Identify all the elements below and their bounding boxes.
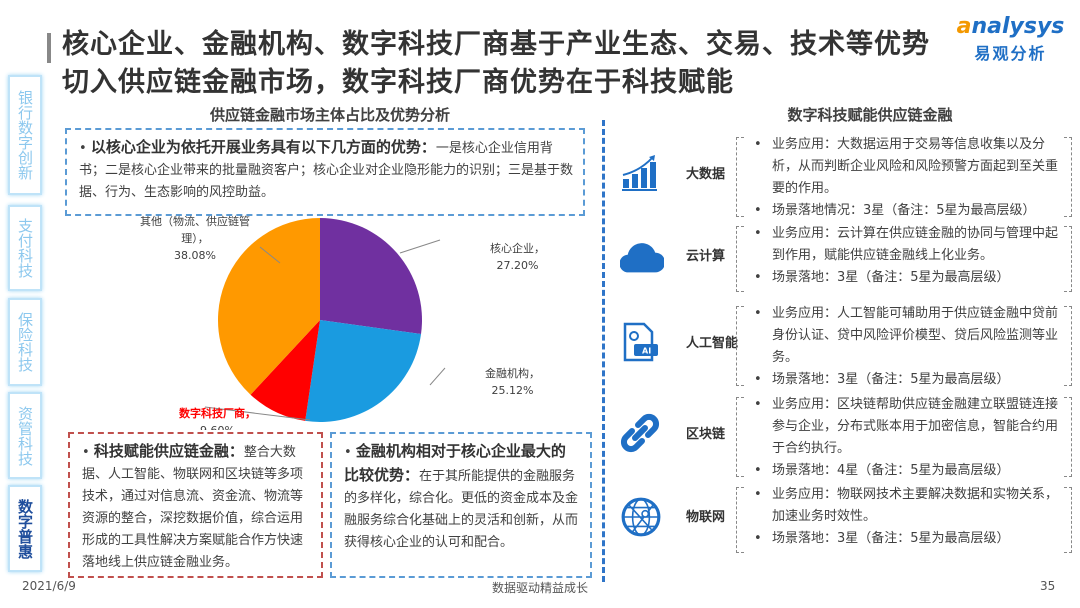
pie-label: 核心企业， 27.20% (470, 240, 565, 274)
section-divider (602, 120, 605, 582)
slice-value: 9.60% (170, 422, 265, 430)
tech-item: 业务应用：区块链帮助供应链金融建立联盟链连接参与企业，分布式账本用于加密信息，智… (750, 394, 1065, 460)
tech-item: 场景落地：3星（备注：5星为最高层级） (750, 528, 1065, 550)
tech-item: 场景落地：4星（备注：5星为最高层级） (750, 460, 1065, 482)
tech-label: 物联网 (686, 510, 726, 525)
bracket-tick (736, 397, 744, 398)
footer-slogan: 数据驱动精益成长 (491, 581, 588, 595)
globe-network-icon (620, 496, 661, 537)
bracket-tick (1064, 476, 1072, 477)
left-section-title: 供应链金融市场主体占比及优势分析 (209, 106, 450, 124)
sidebar-tab-2[interactable]: 保险科技 (8, 298, 42, 386)
tech-label: 大数据 (686, 167, 726, 182)
sidebar-tab-1[interactable]: 支付科技 (8, 205, 42, 291)
slice-name: 核心企业， (490, 242, 545, 255)
tech-item: 场景落地：3星（备注：5星为最高层级） (750, 369, 1065, 391)
bracket-tick (736, 291, 744, 292)
tech-row-1: 云计算 业务应用：云计算在供应链金融的协同与管理中起到作用，赋能供应链金融线上化业… (608, 223, 1078, 292)
bracket-tick (1064, 226, 1072, 227)
slice-name: 数字科技厂商， (179, 407, 256, 420)
tech-item: 场景落地情况：3星（备注：5星为最高层级） (750, 200, 1065, 222)
bracket-tick (1064, 137, 1072, 138)
slice-value: 25.12% (491, 384, 534, 397)
bracket-tick (736, 552, 744, 553)
logo: analysys 易观分析 (948, 14, 1073, 64)
tech-item: 业务应用：物联网技术主要解决数据和实物关系，加速业务时效性。 (750, 484, 1065, 528)
tech-row-0: 大数据 业务应用：大数据运用于交易等信息收集以及分析，从而判断企业风险和风险预警方… (608, 134, 1078, 222)
bar-chart-growth-icon (620, 153, 660, 193)
leader-line (204, 406, 311, 421)
pie-label: 金融机构， 25.12% (465, 365, 560, 399)
bracket-frame (736, 137, 1072, 217)
page-title: 核心企业、金融机构、数字科技厂商基于产业生态、交易、技术等优势切入供应链金融市场… (62, 29, 930, 98)
svg-text:AI: AI (642, 347, 651, 356)
sidebar-tab-0[interactable]: 银行数字创新 (8, 75, 42, 195)
bracket-tick (1064, 552, 1072, 553)
leader-line (429, 367, 446, 386)
core-enterprise-advantage-box: • 以核心企业为依托开展业务具有以下几方面的优势：一是核心企业信用背书；二是核心… (65, 128, 585, 216)
title-accent-bar (47, 33, 51, 63)
bracket-tick (736, 137, 744, 138)
market-share-pie-chart: 核心企业， 27.20% 金融机构， 25.12% 数字科技厂商， 9.60% 其他（物流、… (140, 215, 565, 430)
pie-label: 其他（物流、供应链管理）， 38.08% (140, 215, 250, 264)
financial-institution-advantage-box: • 金融机构相对于核心企业最大的比较优势：在于其所能提供的金融服务的多样化，综合… (330, 432, 592, 578)
pie-slice-2 (250, 320, 320, 421)
bracket-tick (1064, 397, 1072, 398)
footer-date: 2021/6/9 (22, 579, 76, 593)
pie-label: 数字科技厂商， 9.60% (170, 405, 265, 430)
pie-slice-0 (320, 218, 422, 335)
leader-line (399, 239, 441, 254)
bracket-tick (736, 226, 744, 227)
bracket-tick (736, 306, 744, 307)
sidebar-tab-4[interactable]: 数字普惠 (8, 485, 42, 572)
tech-row-3: 区块链 业务应用：区块链帮助供应链金融建立联盟链连接参与企业，分布式账本用于加密信… (608, 394, 1078, 482)
cloud-icon (619, 235, 666, 275)
tech-empowerment-box: • 科技赋能供应链金融：整合大数据、人工智能、物联网和区块链等多项技术，通过对信… (68, 432, 323, 578)
bracket-frame (736, 306, 1072, 386)
pie-slice-1 (305, 320, 422, 422)
chain-link-icon (620, 413, 660, 453)
bracket-tick (1064, 291, 1072, 292)
bracket-frame (736, 487, 1072, 553)
slice-name: 金融机构， (485, 367, 540, 380)
slice-value: 38.08% (174, 249, 216, 262)
tech-item: 业务应用：人工智能可辅助用于供应链金融中贷前身份认证、贷中风险评价模型、贷后风险… (750, 303, 1065, 369)
bracket-frame (736, 226, 1072, 292)
page-number: 35 (1040, 579, 1056, 593)
tech-label: 区块链 (686, 427, 726, 442)
bracket-tick (736, 385, 744, 386)
slice-value: 27.20% (496, 259, 539, 272)
pie-slice-3 (217, 218, 320, 395)
tech-row-2: AI 人工智能业务应用：人工智能可辅助用于供应链金融中贷前身份认证、贷中风险评价模… (608, 303, 1078, 391)
right-section-title: 数字科技赋能供应链金融 (787, 106, 953, 124)
tech-item: 业务应用：大数据运用于交易等信息收集以及分析，从而判断企业风险和风险预警方面起到… (750, 134, 1065, 200)
tech-item: 业务应用：云计算在供应链金融的协同与管理中起到作用，赋能供应链金融线上化业务。 (750, 223, 1065, 267)
ai-document-icon: AI (620, 322, 660, 362)
bracket-tick (1064, 306, 1072, 307)
tech-label: 云计算 (686, 249, 726, 264)
bracket-tick (1064, 216, 1072, 217)
sidebar-tab-3[interactable]: 资管科技 (8, 392, 42, 479)
slice-name: 其他（物流、供应链管理）， (140, 215, 250, 245)
bracket-frame (736, 397, 1072, 477)
logo-brand: analysys (956, 14, 1065, 39)
bracket-tick (736, 476, 744, 477)
tech-row-4: 物联网 业务应用：物联网技术主要解决数据和实物关系，加速业务时效性。场景落地：3星… (608, 484, 1078, 553)
logo-cn: 易观分析 (974, 44, 1047, 63)
bracket-tick (736, 487, 744, 488)
bracket-tick (736, 216, 744, 217)
leader-line (259, 246, 281, 264)
tech-item: 场景落地：3星（备注：5星为最高层级） (750, 267, 1065, 289)
tech-label: 人工智能 (686, 336, 739, 351)
bracket-tick (1064, 487, 1072, 488)
bracket-tick (1064, 385, 1072, 386)
